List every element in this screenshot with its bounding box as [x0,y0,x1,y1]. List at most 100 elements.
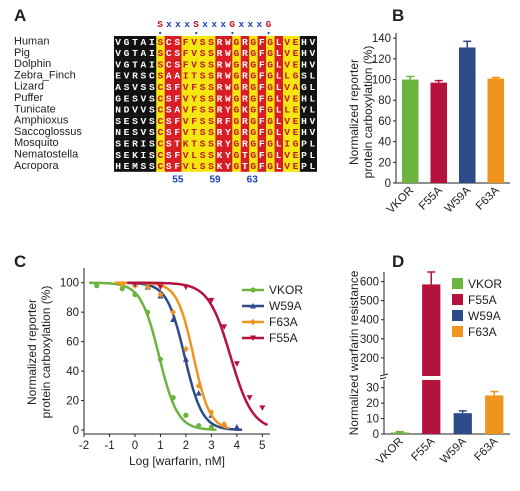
alignment-cell [223,58,233,71]
alignment-residue: V [183,161,189,172]
alignment-cell [215,103,225,116]
alignment-cell [147,69,157,82]
alignment-residue: G [234,37,240,48]
residue-position-label: 63 [247,175,259,186]
alignment-residue: S [141,161,147,172]
alignment-cell [139,137,148,150]
y-tick-label: 60 [66,337,79,349]
species-name: Tunicate [14,103,56,115]
alignment-cell [274,92,284,104]
alignment-residue: T [174,139,180,150]
alignment-cell [156,160,165,172]
alignment-cell [232,149,241,161]
x-tick-label: F63A [474,184,502,212]
alignment-residue: S [208,71,214,82]
alignment-residue: S [149,127,155,138]
alignment-cell [283,115,292,127]
alignment-cell [114,115,123,127]
alignment-residue: G [234,161,240,172]
alignment-residue: S [200,161,206,172]
y-tick-label: 500 [360,296,379,308]
alignment-residue: S [174,59,180,70]
alignment-cell [114,47,123,59]
alignment-cell [266,115,275,127]
alignment-residue: L [276,37,282,48]
x-tick-label: F63A [472,435,500,463]
alignment-residue: V [141,116,147,127]
alignment-cell [240,92,250,104]
alignment-cell [274,58,284,71]
motif-residue: x [238,19,244,30]
alignment-cell [181,81,191,93]
alignment-cell [147,36,157,48]
alignment-residue: S [166,127,172,138]
legend-marker [250,303,256,309]
alignment-residue: R [217,82,223,93]
data-point [208,409,215,416]
alignment-cell [173,103,182,116]
alignment-residue: F [259,71,265,82]
alignment-cell [130,58,140,71]
data-point [157,284,164,291]
legend-label: VKOR [269,283,303,297]
alignment-cell [122,92,132,104]
alignment-residue: V [115,48,121,59]
alignment-cell [114,137,123,150]
alignment-residue: Y [225,161,231,172]
alignment-residue: V [191,48,197,59]
alignment-residue: S [200,116,206,127]
alignment-cell [164,115,174,127]
alignment-residue: S [200,82,206,93]
alignment-cell [114,81,123,93]
alignment-cell [164,69,174,82]
alignment-cell [190,69,199,82]
alignment-cell [173,115,182,127]
motif-residue: x [257,19,263,30]
alignment-cell [173,69,182,82]
curve-vkor [89,281,217,431]
alignment-residue: L [276,150,282,161]
alignment-cell [232,92,241,104]
alignment-residue: S [157,48,163,59]
alignment-residue: L [276,82,282,93]
alignment-cell [122,36,132,48]
alignment-cell [198,47,208,59]
alignment-cell [156,47,165,59]
alignment-cell [240,47,250,59]
alignment-cell [257,69,267,82]
bar-w59a [453,413,472,434]
alignment-cell [266,81,275,93]
alignment-cell [223,115,233,127]
legend-label: VKOR [468,277,502,291]
y-tick-label: 40 [378,137,391,149]
alignment-residue: V [310,37,316,48]
alignment-residue: E [293,93,299,104]
legend-marker [250,335,256,341]
alignment-cell [215,92,225,104]
alignment-residue: S [208,139,214,150]
alignment-cell [181,160,191,172]
alignment-cell [139,149,148,161]
alignment-residue: G [250,37,256,48]
alignment-residue: E [124,150,130,161]
alignment-residue: V [310,127,316,138]
motif-residue: G [229,19,235,30]
alignment-cell [249,149,258,161]
alignment-cell [223,69,233,82]
alignment-residue: G [250,150,256,161]
bar-vkor [390,432,409,434]
alignment-cell [274,103,284,116]
data-point [195,390,202,396]
alignment-residue: V [141,105,147,116]
alignment-residue: S [200,59,206,70]
alignment-cell [257,92,267,104]
alignment-cell [257,137,267,150]
alignment-residue: R [242,82,248,93]
alignment-cell [299,69,309,82]
alignment-cell [308,58,317,71]
alignment-cell [291,149,301,161]
legend-label: F63A [468,325,497,339]
alignment-cell [164,137,174,150]
alignment-residue: L [276,93,282,104]
alignment-residue: R [217,116,223,127]
